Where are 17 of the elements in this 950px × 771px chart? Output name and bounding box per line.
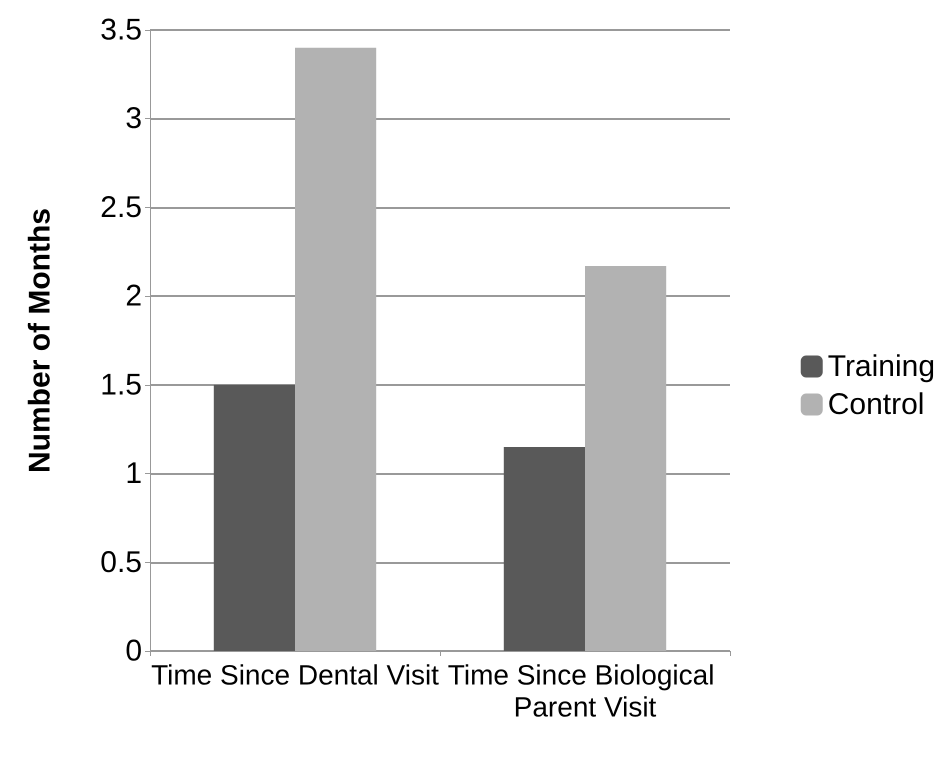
y-tick-label: 0.5 <box>100 546 142 579</box>
y-tick-label: 2.5 <box>100 190 142 224</box>
legend-label: Training <box>828 350 936 383</box>
bar <box>504 446 585 651</box>
y-tick-label: 2 <box>125 280 142 313</box>
legend-label: Control <box>828 388 924 421</box>
bar <box>295 48 376 651</box>
y-tick-label: 1 <box>125 457 142 490</box>
y-tick-label: 1.5 <box>100 368 142 402</box>
x-tick-label: Time Since Dental Visit <box>151 660 440 690</box>
y-tick-label: 0 <box>125 634 142 668</box>
y-tick-label: 3 <box>125 102 142 136</box>
y-tick-label: 3.5 <box>100 14 142 46</box>
bar <box>214 384 295 651</box>
y-axis-title: Number of Months <box>24 208 56 473</box>
bar <box>585 266 666 651</box>
x-tick-label: Time Since Biological Parent Visit <box>448 660 722 722</box>
